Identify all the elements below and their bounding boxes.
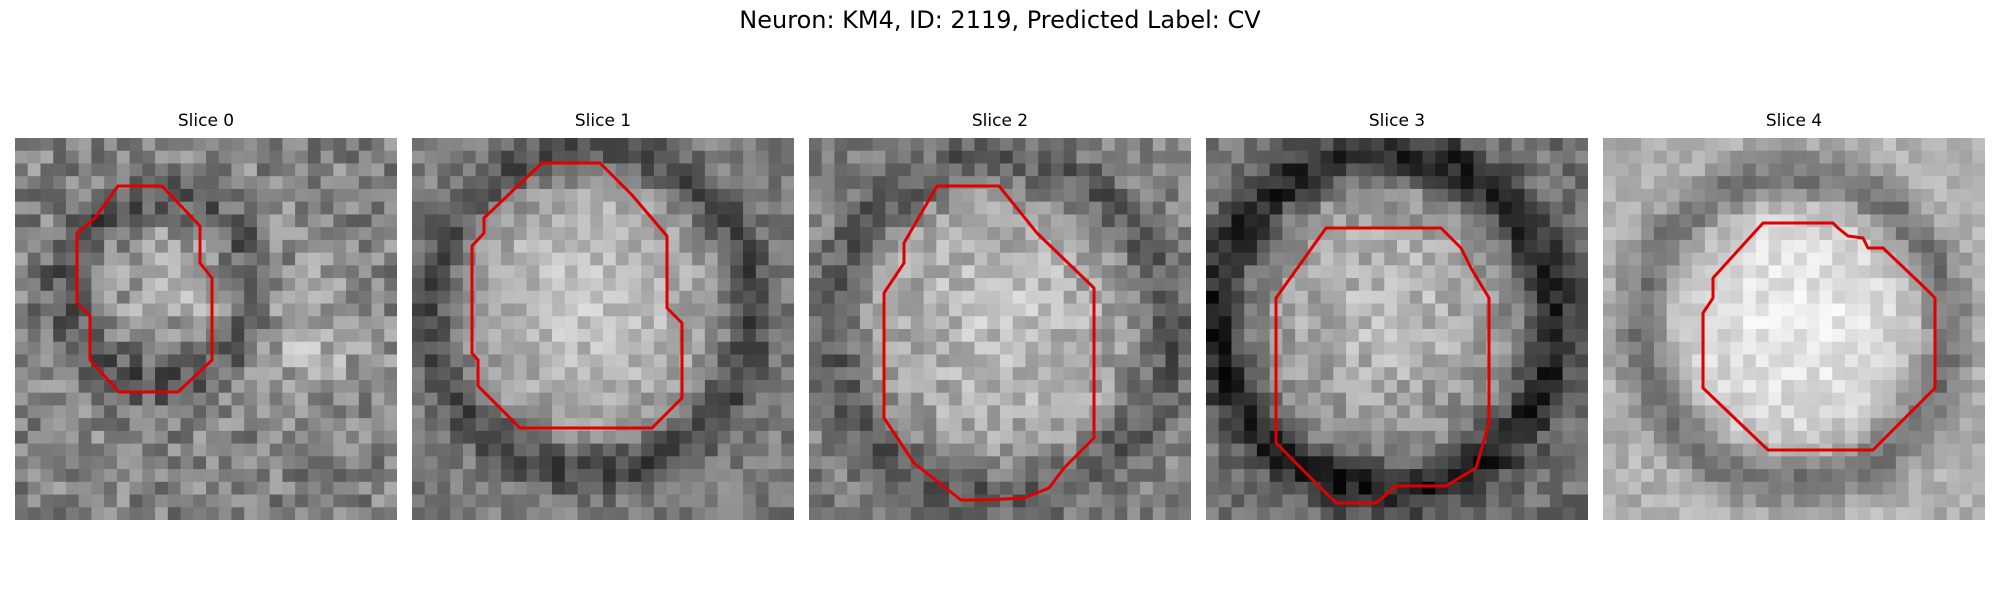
slice-image-0 [15,138,397,520]
pixel-mosaic [1206,138,1588,520]
pixel-mosaic [412,138,794,520]
pixel-mosaic [15,138,397,520]
roi-contour-slice-2 [882,184,1096,502]
pixel-mosaic [809,138,1191,520]
slice-image-4 [1603,138,1985,520]
figure-title: Neuron: KM4, ID: 2119, Predicted Label: … [739,6,1261,34]
slice-image-3 [1206,138,1588,520]
slice-panel-3: Slice 3 [1206,110,1588,520]
slice-title-4: Slice 4 [1765,111,1823,131]
slice-title-0: Slice 0 [177,111,235,131]
slice-panel-2: Slice 2 [809,110,1191,520]
roi-contour-slice-0 [75,184,214,394]
slice-title-2: Slice 2 [971,111,1029,131]
roi-contour-slice-1 [470,161,684,430]
slice-panel-1: Slice 1 [412,110,794,520]
slice-title-1: Slice 1 [574,111,632,131]
slice-panel-0: Slice 0 [15,110,397,520]
slice-image-2 [809,138,1191,520]
slice-panel-4: Slice 4 [1603,110,1985,520]
roi-contour-slice-3 [1274,226,1491,505]
slice-image-1 [412,138,794,520]
roi-contour-slice-4 [1701,221,1937,452]
pixel-mosaic [1603,138,1985,520]
slice-title-3: Slice 3 [1368,111,1426,131]
